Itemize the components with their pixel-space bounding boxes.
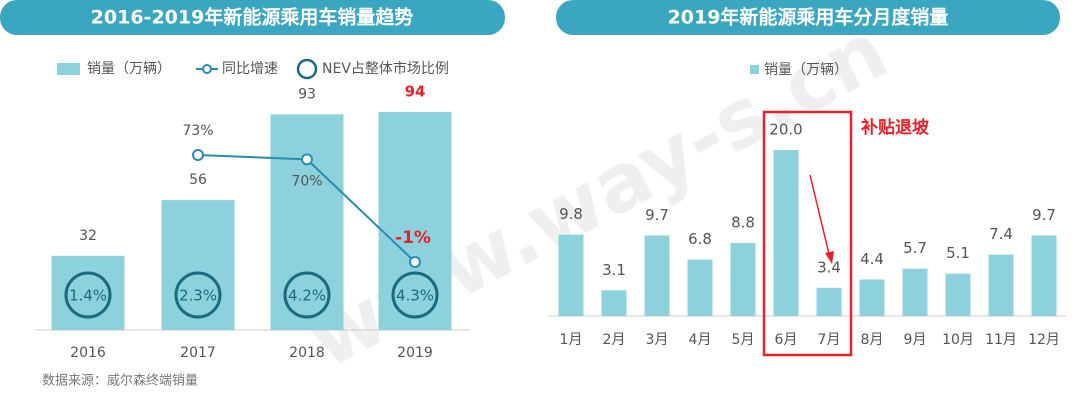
bar (945, 273, 971, 316)
title-banner (556, 0, 1060, 35)
growth-point (301, 153, 313, 166)
bar-value-label: 20.0 (769, 121, 802, 139)
x-tick-label: 12月 (1028, 332, 1060, 348)
x-tick-label: 4月 (689, 332, 712, 348)
share-label: 4.3% (396, 287, 434, 305)
annotation: 补贴退坡 (860, 117, 929, 138)
legend-swatch (750, 65, 759, 74)
x-tick-label: 8月 (861, 332, 884, 348)
chart-title: 2016-2019年新能源乘用车销量趋势 (91, 6, 414, 29)
share-label: 2.3% (179, 287, 217, 305)
growth-label: 73% (182, 123, 213, 139)
bar-value-label: 32 (79, 228, 97, 244)
source-note: 数据来源：威尔森终端销量 (42, 373, 198, 389)
bar (988, 254, 1014, 316)
bar-value-label: 94 (405, 83, 426, 101)
bar (270, 114, 344, 330)
growth-label: 70% (291, 173, 322, 189)
legend-label: 同比增速 (222, 61, 278, 77)
bar-value-label: 8.8 (731, 213, 755, 231)
share-label: 4.2% (288, 287, 326, 305)
share-circle (174, 271, 222, 319)
x-tick-label: 6月 (775, 332, 798, 348)
bar-value-label: 9.7 (1032, 206, 1056, 224)
x-tick-label: 2016 (70, 345, 106, 361)
x-tick-label: 11月 (985, 332, 1017, 348)
bar (816, 287, 842, 316)
title-banner (0, 0, 505, 35)
x-tick-label: 2月 (603, 332, 626, 348)
share-circle (283, 271, 331, 319)
legend-label: 销量（万辆） (764, 62, 848, 78)
bar-value-label: 56 (189, 172, 207, 188)
bar-value-label: 4.4 (860, 250, 884, 268)
bar (378, 112, 452, 330)
bar (859, 279, 885, 316)
bar-value-label: 7.4 (989, 225, 1013, 243)
growth-point (192, 149, 204, 161)
legend-marker (202, 64, 212, 74)
bar (687, 259, 713, 316)
legend-swatch (57, 63, 80, 75)
legend-label: 销量（万辆） (87, 61, 171, 77)
bar (730, 242, 756, 316)
bar (161, 200, 235, 330)
bar-value-label: 9.8 (559, 205, 583, 223)
bar-value-label: 6.8 (688, 230, 712, 248)
x-tick-label: 1月 (560, 332, 583, 348)
x-tick-label: 2018 (289, 345, 325, 361)
bar (644, 235, 670, 316)
highlight-box (762, 110, 853, 357)
x-tick-label: 2017 (180, 345, 216, 361)
bar-value-label: 3.4 (817, 258, 841, 276)
x-tick-label: 5月 (732, 332, 755, 348)
bar-value-label: 3.1 (602, 261, 626, 279)
share-label: 1.4% (69, 287, 107, 305)
x-tick-label: 10月 (942, 332, 974, 348)
bar (1031, 235, 1057, 316)
bar-value-label: 93 (298, 86, 316, 102)
x-tick-label: 3月 (646, 332, 669, 348)
growth-point (409, 256, 421, 268)
bar (558, 234, 584, 316)
chart-title: 2019年新能源乘用车分月度销量 (668, 6, 949, 29)
annotation-arrow (809, 174, 831, 259)
bar (902, 268, 928, 316)
share-circle (391, 271, 439, 319)
bar-value-label: 5.1 (946, 244, 970, 262)
growth-label: -1% (395, 228, 431, 248)
bar-value-label: 9.7 (645, 206, 669, 224)
legend-label: NEV占整体市场比例 (322, 60, 449, 77)
bar-value-label: 5.7 (903, 239, 927, 257)
legend-marker (296, 58, 318, 80)
x-tick-label: 2019 (397, 345, 433, 361)
bar (773, 150, 799, 316)
x-tick-label: 7月 (818, 332, 841, 348)
arrow-head (825, 251, 834, 264)
x-tick-label: 9月 (904, 332, 927, 348)
bar (601, 290, 627, 316)
share-circle (64, 271, 112, 319)
